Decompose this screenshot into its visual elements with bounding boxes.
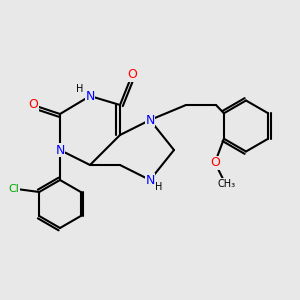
Text: O: O bbox=[210, 156, 220, 169]
Text: N: N bbox=[55, 143, 65, 157]
Text: O: O bbox=[28, 98, 38, 112]
Text: H: H bbox=[155, 182, 163, 193]
Text: N: N bbox=[145, 173, 155, 187]
Text: O: O bbox=[127, 68, 137, 82]
Text: N: N bbox=[85, 89, 95, 103]
Text: H: H bbox=[76, 83, 83, 94]
Text: N: N bbox=[145, 113, 155, 127]
Text: Cl: Cl bbox=[8, 184, 19, 194]
Text: CH₃: CH₃ bbox=[218, 179, 236, 189]
